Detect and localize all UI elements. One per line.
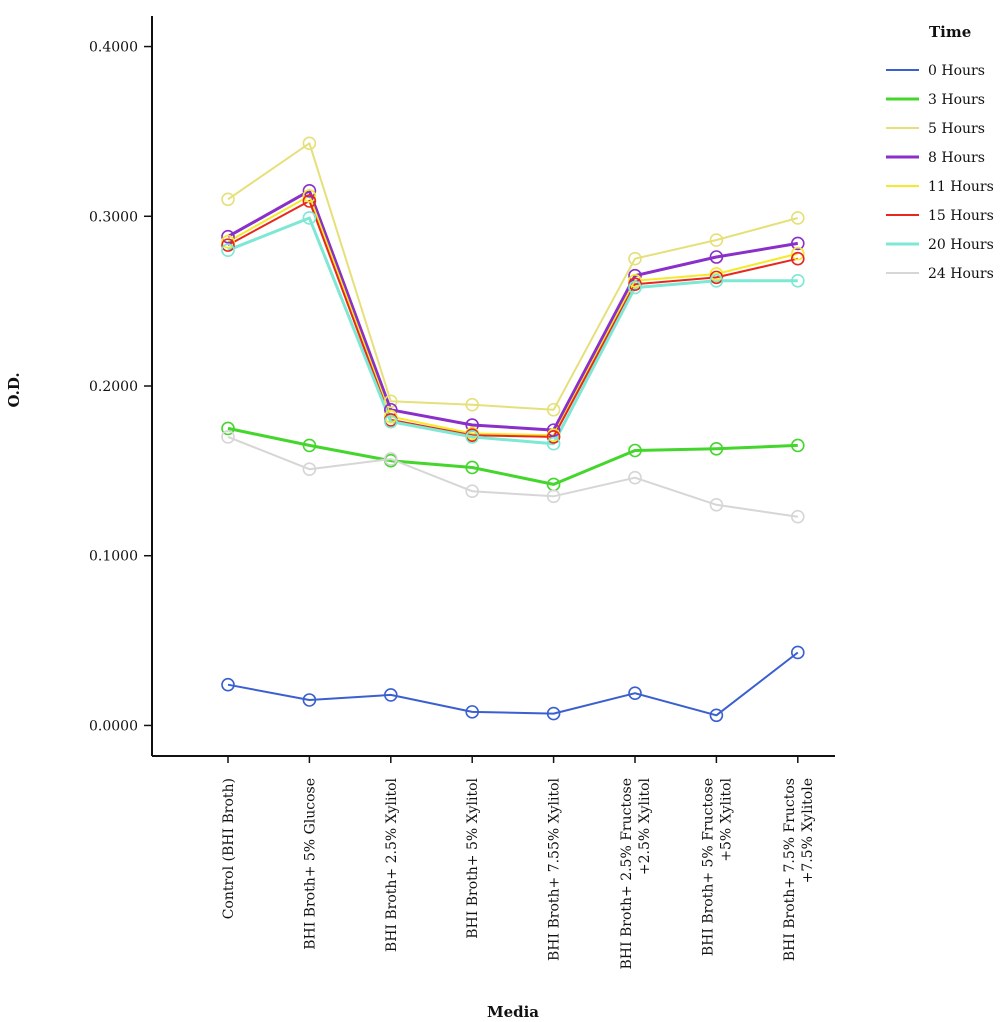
- data-point-24-hours: [790, 509, 805, 524]
- data-point-5-hours: [302, 136, 317, 151]
- data-point-0-hours: [302, 693, 317, 707]
- data-point-20-hours: [790, 273, 805, 288]
- data-point-24-hours: [709, 498, 724, 512]
- legend-label-20-hours: 20 Hours: [928, 237, 994, 253]
- legend-title: Time: [929, 23, 971, 41]
- data-point-11-hours: [709, 267, 724, 281]
- data-point-15-hours: [221, 238, 235, 252]
- data-point-15-hours: [790, 251, 805, 266]
- data-point-24-hours: [302, 462, 317, 476]
- legend: 0 Hours 3 Hours 5 Hours 8 Hours 11 Hours 15 H…: [886, 63, 994, 282]
- data-point-24-hours: [383, 452, 398, 466]
- legend-label-8-hours: 8 Hours: [928, 150, 985, 166]
- data-point-5-hours: [709, 233, 724, 247]
- x-tick-label: BHI Broth+ 7.55% Xylitol: [547, 777, 563, 961]
- data-point-11-hours: [628, 273, 642, 288]
- series-line-5-hours: [227, 142, 799, 411]
- data-point-3-hours: [302, 438, 317, 453]
- data-point-8-hours: [302, 184, 317, 198]
- data-point-8-hours: [221, 229, 235, 244]
- data-point-20-hours: [302, 211, 317, 225]
- legend-label-5-hours: 5 Hours: [928, 121, 985, 137]
- data-point-15-hours: [709, 270, 724, 285]
- data-point-11-hours: [302, 189, 317, 203]
- y-tick-label: 0.1000: [89, 549, 138, 565]
- data-point-3-hours: [221, 421, 235, 436]
- legend-label-0-hours: 0 Hours: [928, 63, 985, 79]
- data-point-8-hours: [709, 250, 724, 264]
- data-point-20-hours: [546, 436, 561, 451]
- data-point-0-hours: [465, 705, 480, 719]
- x-tick-label: BHI Broth+ 5% Glucose: [302, 778, 318, 950]
- series-line-0-hours: [227, 651, 799, 717]
- data-point-24-hours: [221, 430, 235, 444]
- data-point-0-hours: [709, 708, 724, 723]
- series-lines: [227, 142, 799, 717]
- x-tick-label: BHI Broth+ 5% Xylitol: [465, 777, 481, 938]
- data-point-8-hours: [546, 423, 561, 437]
- x-tick-label: BHI Broth+ 5% Fructose: [700, 778, 716, 956]
- series-line-3-hours: [227, 426, 798, 486]
- legend-label-11-hours: 11 Hours: [928, 179, 994, 195]
- data-point-5-hours: [383, 394, 398, 409]
- x-tick-label: BHI Broth+ 7.5% Fructos: [782, 778, 798, 961]
- x-tick-label: BHI Broth+ 2.5% Xylitol: [384, 777, 400, 952]
- series-line-20-hours: [227, 216, 798, 446]
- legend-label-15-hours: 15 Hours: [928, 208, 994, 224]
- data-point-5-hours: [628, 251, 642, 266]
- data-point-11-hours: [383, 409, 398, 424]
- x-tick-label: +7.5% Xylitole: [800, 778, 816, 883]
- data-point-3-hours: [465, 460, 480, 475]
- data-point-20-hours: [628, 280, 642, 295]
- data-point-3-hours: [790, 438, 805, 453]
- data-point-3-hours: [628, 443, 642, 458]
- series-line-8-hours: [227, 189, 799, 432]
- x-tick-labels: Control (BHI Broth) BHI Broth+ 5% Glucose…: [221, 756, 816, 970]
- data-point-0-hours: [628, 686, 642, 701]
- data-point-11-hours: [790, 246, 805, 261]
- y-tick-label: 0.4000: [89, 40, 138, 56]
- series-line-15-hours: [227, 200, 799, 438]
- data-point-15-hours: [546, 430, 561, 444]
- data-point-0-hours: [790, 645, 805, 660]
- data-point-24-hours: [628, 470, 642, 485]
- data-point-20-hours: [383, 414, 398, 429]
- data-point-0-hours: [383, 688, 398, 702]
- x-axis-title: Media: [487, 1003, 539, 1021]
- data-point-24-hours: [546, 489, 561, 504]
- data-point-5-hours: [465, 397, 480, 412]
- data-point-0-hours: [546, 706, 561, 721]
- y-ticks: 0.0000 0.1000 0.2000 0.3000 0.4000: [89, 40, 152, 734]
- legend-label-24-hours: 24 Hours: [928, 266, 994, 282]
- series-line-11-hours: [227, 194, 799, 437]
- data-point-8-hours: [790, 236, 805, 251]
- series-line-24-hours: [227, 435, 798, 518]
- y-tick-label: 0.3000: [89, 209, 138, 225]
- legend-label-3-hours: 3 Hours: [928, 92, 985, 108]
- data-point-11-hours: [221, 234, 235, 249]
- data-point-20-hours: [221, 243, 235, 258]
- data-point-0-hours: [221, 677, 235, 692]
- series-markers: [221, 136, 805, 723]
- y-tick-label: 0.2000: [89, 379, 138, 395]
- x-tick-label: +2.5% Xylitol: [637, 777, 653, 875]
- data-point-5-hours: [546, 402, 561, 417]
- y-axis-title: O.D.: [5, 372, 23, 407]
- y-tick-label: 0.0000: [89, 718, 138, 734]
- data-point-15-hours: [302, 194, 317, 208]
- x-tick-label: Control (BHI Broth): [221, 778, 237, 919]
- data-point-20-hours: [465, 430, 480, 444]
- data-point-5-hours: [221, 192, 235, 207]
- x-tick-label: +5% Xylitol: [718, 777, 734, 861]
- data-point-15-hours: [628, 277, 642, 291]
- data-point-5-hours: [790, 211, 805, 225]
- data-point-24-hours: [465, 484, 480, 499]
- axes: [151, 16, 835, 757]
- data-point-20-hours: [709, 273, 724, 288]
- x-tick-label: BHI Broth+ 2.5% Fructose: [619, 778, 635, 970]
- data-point-3-hours: [709, 441, 724, 456]
